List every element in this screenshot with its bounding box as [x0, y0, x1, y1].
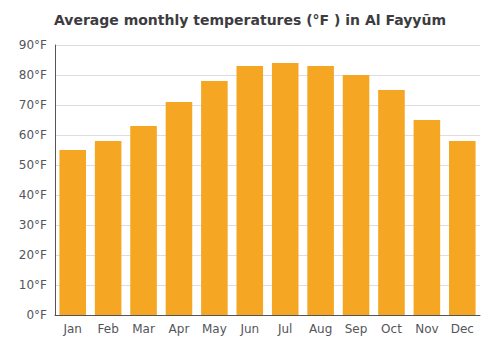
svg-text:Dec: Dec: [451, 322, 474, 336]
svg-text:60°F: 60°F: [19, 128, 47, 142]
svg-text:Nov: Nov: [415, 322, 438, 336]
svg-text:20°F: 20°F: [19, 248, 47, 262]
svg-text:50°F: 50°F: [19, 158, 47, 172]
svg-text:0°F: 0°F: [26, 308, 47, 322]
svg-text:10°F: 10°F: [19, 278, 47, 292]
svg-text:Jan: Jan: [62, 322, 82, 336]
svg-text:Jul: Jul: [277, 322, 292, 336]
svg-text:70°F: 70°F: [19, 98, 47, 112]
svg-text:90°F: 90°F: [19, 38, 47, 52]
svg-text:80°F: 80°F: [19, 68, 47, 82]
svg-text:30°F: 30°F: [19, 218, 47, 232]
svg-text:Apr: Apr: [169, 322, 190, 336]
svg-text:Average monthly temperatures (: Average monthly temperatures (°F ) in Al…: [54, 12, 446, 28]
svg-text:Mar: Mar: [132, 322, 155, 336]
svg-text:Sep: Sep: [345, 322, 368, 336]
svg-text:40°F: 40°F: [19, 188, 47, 202]
svg-text:Aug: Aug: [309, 322, 332, 336]
svg-text:May: May: [202, 322, 227, 336]
svg-text:Jun: Jun: [239, 322, 259, 336]
svg-text:Oct: Oct: [381, 322, 402, 336]
svg-text:Feb: Feb: [98, 322, 119, 336]
